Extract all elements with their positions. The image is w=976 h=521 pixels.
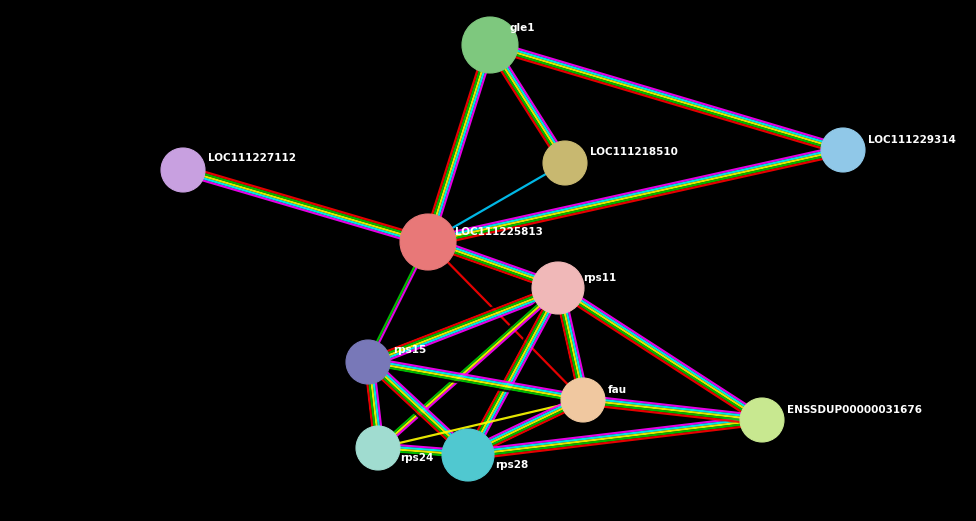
Circle shape (442, 429, 494, 481)
Text: ENSSDUP00000031676: ENSSDUP00000031676 (787, 405, 922, 415)
Circle shape (561, 378, 605, 422)
Text: fau: fau (608, 385, 628, 395)
Text: LOC111218510: LOC111218510 (590, 147, 678, 157)
Circle shape (532, 262, 584, 314)
Text: LOC111229314: LOC111229314 (868, 135, 956, 145)
Text: rps28: rps28 (495, 460, 528, 470)
Text: rps24: rps24 (400, 453, 433, 463)
Circle shape (462, 17, 518, 73)
Text: LOC111227112: LOC111227112 (208, 153, 296, 163)
Circle shape (543, 141, 587, 185)
Circle shape (346, 340, 390, 384)
Circle shape (356, 426, 400, 470)
Circle shape (161, 148, 205, 192)
Text: rps15: rps15 (393, 345, 427, 355)
Text: LOC111225813: LOC111225813 (455, 227, 543, 237)
Text: gle1: gle1 (510, 23, 536, 33)
Circle shape (740, 398, 784, 442)
Circle shape (821, 128, 865, 172)
Text: rps11: rps11 (583, 273, 616, 283)
Circle shape (400, 214, 456, 270)
